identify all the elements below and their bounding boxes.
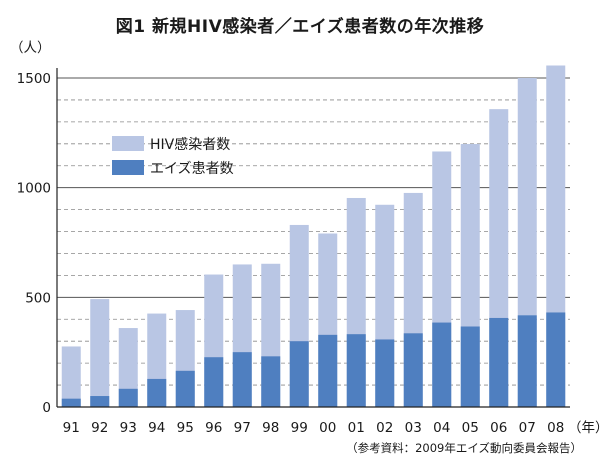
legend: HIV感染者数 エイズ患者数	[112, 136, 234, 177]
y-tick-label: 0	[42, 400, 51, 416]
x-tick-label: 00	[319, 420, 336, 436]
bar-hiv-93	[118, 328, 138, 407]
bar-aids-91	[61, 398, 81, 407]
x-tick-label: 07	[519, 420, 536, 436]
bar-aids-04	[432, 322, 452, 407]
bar-aids-97	[232, 352, 252, 407]
bar-aids-99	[289, 341, 309, 407]
y-unit-label: （人）	[10, 40, 51, 56]
source-note: （参考資料：2009年エイズ動向委員会報告）	[346, 441, 582, 455]
x-tick-label: 97	[234, 420, 251, 436]
x-tick-label: 04	[433, 420, 450, 436]
x-tick-label: 02	[376, 420, 393, 436]
x-tick-label: 92	[91, 420, 108, 436]
legend-label-aids: エイズ患者数	[150, 161, 234, 177]
x-tick-label: 99	[291, 420, 308, 436]
bar-aids-02	[375, 339, 395, 407]
x-tick-label: 96	[205, 420, 222, 436]
x-unit-label: （年）	[568, 420, 600, 436]
x-tick-label: 95	[177, 420, 194, 436]
x-tick-label: 03	[405, 420, 422, 436]
x-tick-label: 08	[547, 420, 564, 436]
bar-aids-92	[90, 396, 110, 407]
chart-title: 図1 新規HIV感染者／エイズ患者数の年次推移	[115, 17, 485, 37]
y-tick-label: 1500	[17, 71, 51, 87]
bar-aids-98	[261, 356, 281, 407]
bar-aids-05	[460, 326, 480, 407]
x-tick-label: 06	[490, 420, 507, 436]
axis-layer: 0 500 1000 1500 91 92 93 94 95 96 97 98 99 00 01 02 03 04…	[17, 68, 570, 436]
legend-label-hiv: HIV感染者数	[150, 136, 230, 153]
bar-hiv-91	[61, 346, 81, 407]
bar-aids-03	[403, 333, 423, 407]
bar-aids-94	[147, 378, 167, 407]
bar-aids-93	[118, 388, 138, 407]
bar-aids-96	[204, 357, 224, 407]
bar-aids-95	[175, 370, 195, 407]
bar-hiv-92	[90, 299, 110, 407]
x-tick-label: 01	[348, 420, 365, 436]
x-tick-label: 05	[462, 420, 479, 436]
legend-swatch-aids	[112, 160, 144, 175]
x-tick-label: 94	[148, 420, 165, 436]
y-tick-label: 500	[25, 290, 51, 306]
bar-aids-06	[489, 317, 509, 407]
bar-aids-08	[546, 312, 566, 407]
y-tick-label: 1000	[17, 181, 51, 197]
legend-swatch-hiv	[112, 136, 144, 151]
bar-aids-00	[318, 334, 338, 407]
bar-aids-01	[346, 334, 366, 407]
bar-aids-07	[517, 315, 537, 407]
x-tick-label: 91	[63, 420, 80, 436]
x-tick-label: 93	[120, 420, 137, 436]
x-tick-label: 98	[262, 420, 279, 436]
bars-layer	[61, 65, 566, 408]
